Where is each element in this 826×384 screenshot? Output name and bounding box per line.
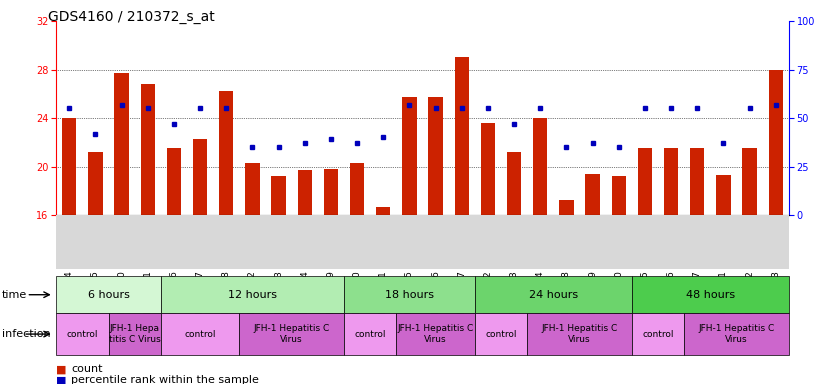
Text: 6 hours: 6 hours — [88, 290, 130, 300]
Bar — [559, 200, 573, 215]
Bar — [690, 148, 705, 215]
Bar — [297, 170, 312, 215]
Bar — [586, 174, 600, 215]
Bar — [716, 175, 731, 215]
Text: 24 hours: 24 hours — [529, 290, 578, 300]
Text: JFH-1 Hepatitis C
Virus: JFH-1 Hepatitis C Virus — [397, 324, 473, 344]
Bar — [272, 176, 286, 215]
Bar — [768, 70, 783, 215]
Bar — [167, 148, 181, 215]
Bar — [611, 176, 626, 215]
Bar — [324, 169, 338, 215]
Bar — [743, 148, 757, 215]
Text: count: count — [71, 364, 102, 374]
Text: time: time — [2, 290, 27, 300]
Text: control: control — [485, 329, 517, 339]
Bar — [140, 84, 155, 215]
Text: JFH-1 Hepa
titis C Virus: JFH-1 Hepa titis C Virus — [109, 324, 160, 344]
Bar — [114, 73, 129, 215]
Text: control: control — [354, 329, 386, 339]
Bar — [193, 139, 207, 215]
Bar — [376, 207, 391, 215]
Text: 48 hours: 48 hours — [686, 290, 735, 300]
Bar — [88, 152, 102, 215]
Text: control: control — [643, 329, 674, 339]
Bar — [533, 118, 548, 215]
Text: ■: ■ — [56, 364, 67, 374]
Bar — [219, 91, 234, 215]
Text: infection: infection — [2, 329, 50, 339]
Bar — [350, 163, 364, 215]
Text: ■: ■ — [56, 375, 67, 384]
Text: 18 hours: 18 hours — [385, 290, 434, 300]
Bar — [245, 163, 259, 215]
Text: JFH-1 Hepatitis C
Virus: JFH-1 Hepatitis C Virus — [541, 324, 618, 344]
Text: JFH-1 Hepatitis C
Virus: JFH-1 Hepatitis C Virus — [698, 324, 775, 344]
Bar — [429, 98, 443, 215]
Text: JFH-1 Hepatitis C
Virus: JFH-1 Hepatitis C Virus — [254, 324, 330, 344]
Text: 12 hours: 12 hours — [228, 290, 277, 300]
Text: control: control — [184, 329, 216, 339]
Bar — [664, 148, 678, 215]
Bar — [402, 98, 416, 215]
Text: percentile rank within the sample: percentile rank within the sample — [71, 375, 259, 384]
Bar — [481, 123, 495, 215]
Text: control: control — [67, 329, 98, 339]
Bar — [507, 152, 521, 215]
Bar — [62, 118, 77, 215]
Bar — [638, 148, 652, 215]
Bar — [454, 58, 469, 215]
Text: GDS4160 / 210372_s_at: GDS4160 / 210372_s_at — [48, 10, 215, 23]
